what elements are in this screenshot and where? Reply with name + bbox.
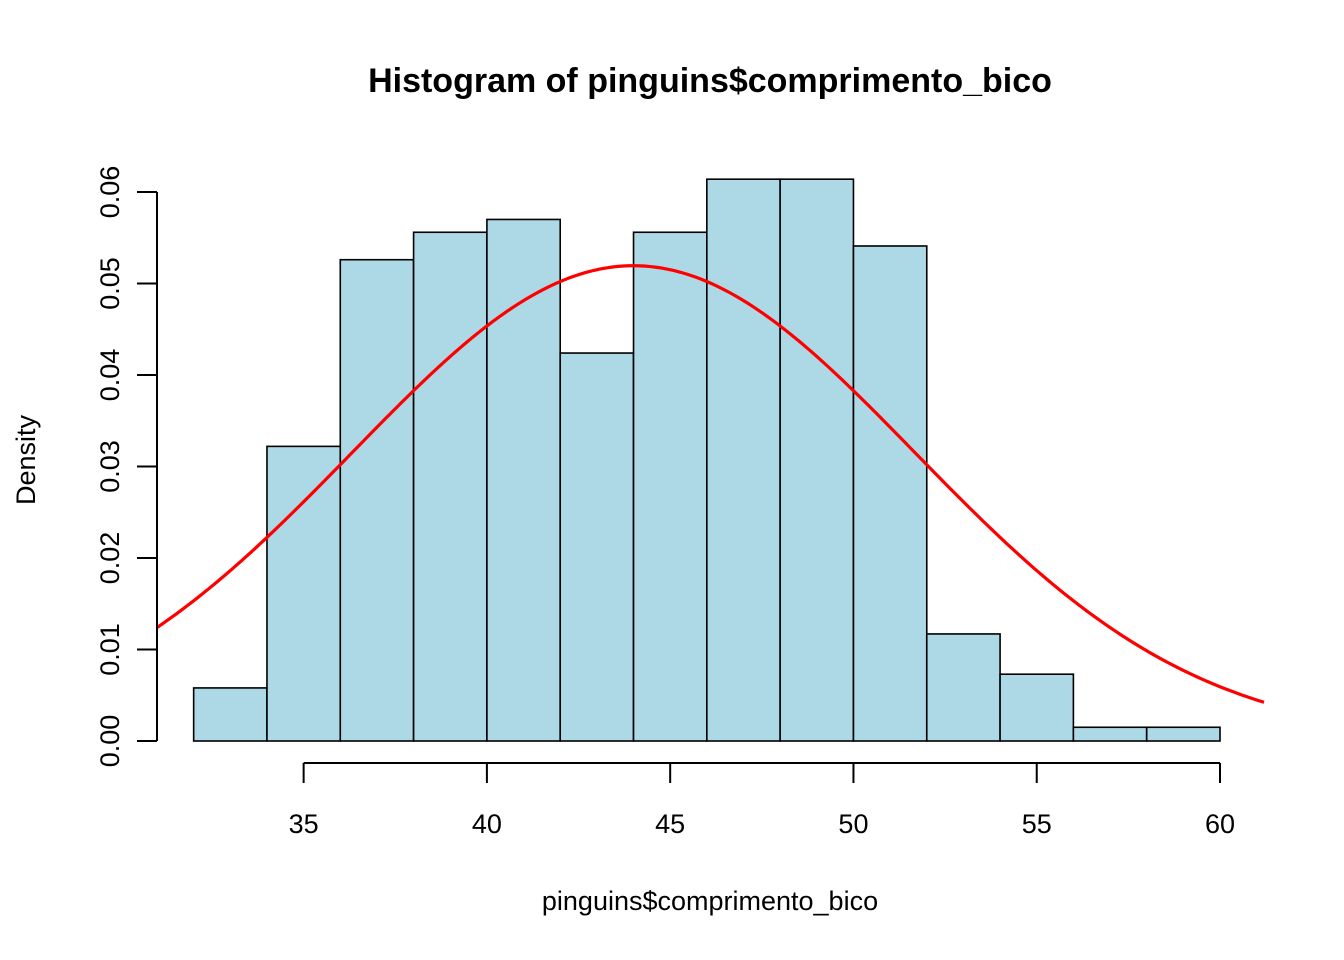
y-tick-label: 0.02 (95, 532, 125, 585)
x-axis: 35 40 45 50 55 60 (289, 762, 1235, 839)
density-curve (156, 264, 1265, 704)
histogram-bar (1072, 726, 1148, 742)
x-tick-label: 55 (1022, 809, 1052, 839)
chart-title: Histogram of pinguins$comprimento_bico (368, 62, 1052, 100)
y-axis: 0.00 0.01 0.02 0.03 0.04 0.05 0.06 (95, 166, 158, 768)
histogram-bar (412, 231, 488, 742)
histogram-bar (779, 178, 855, 742)
histogram-bar (632, 231, 708, 742)
y-tick-label: 0.01 (95, 623, 125, 676)
histogram-bar (559, 352, 635, 742)
y-tick-label: 0.00 (95, 715, 125, 768)
histogram-bar (925, 633, 1001, 742)
y-tick-label: 0.05 (95, 257, 125, 310)
histogram-bar (486, 218, 562, 742)
density-curve-layer (156, 264, 1265, 704)
histogram-bar (852, 245, 928, 742)
histogram-bar (339, 258, 415, 742)
x-tick-label: 35 (289, 809, 319, 839)
histogram-bars (192, 178, 1221, 742)
x-axis-label: pinguins$comprimento_bico (542, 886, 878, 916)
histogram-bar (192, 687, 268, 742)
x-tick-label: 50 (838, 809, 868, 839)
y-axis-label: Density (11, 414, 41, 505)
histogram-bar (1145, 726, 1221, 742)
x-tick-label: 60 (1205, 809, 1235, 839)
x-tick-label: 45 (655, 809, 685, 839)
histogram-bar (266, 445, 342, 742)
y-tick-label: 0.06 (95, 166, 125, 219)
histogram-bar (999, 673, 1075, 742)
x-tick-label: 40 (472, 809, 502, 839)
histogram-bar (706, 178, 781, 742)
y-tick-label: 0.03 (95, 440, 125, 493)
y-tick-label: 0.04 (95, 349, 125, 402)
